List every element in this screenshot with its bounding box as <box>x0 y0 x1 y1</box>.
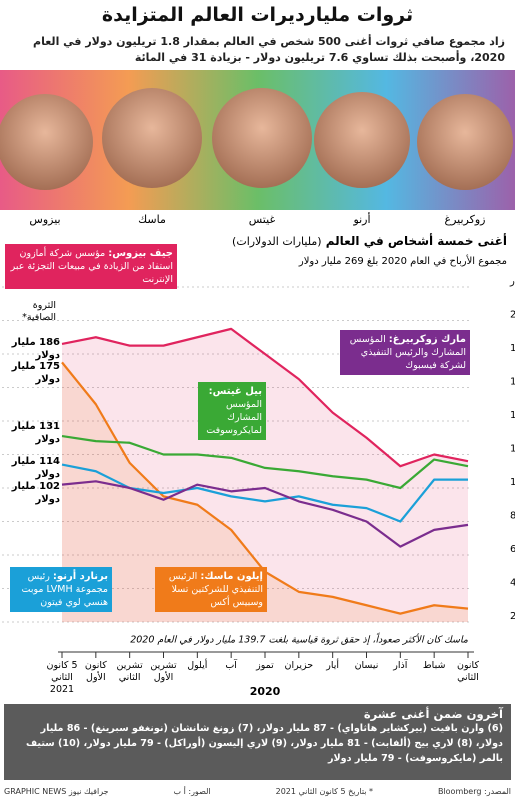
y-tick-label: 200 <box>510 310 515 321</box>
line <box>61 434 469 490</box>
annotation-text: رئيس مجموعة LVMH موبت هنسي لوي فيتون <box>21 571 109 608</box>
subtitle: زاد مجموع صافي ثروات أغنى 500 شخص في الع… <box>33 35 505 64</box>
portrait-name: زوكربيرغ <box>445 213 486 226</box>
annotation-text: المؤسس المشارك لمايكروسوفت <box>206 399 262 436</box>
annotation-name: إيلون ماسك: <box>200 571 263 582</box>
x-tick-label: نيسان <box>354 660 379 671</box>
portraits: بيزوس ماسك غيتس أرنو زوكربيرغ <box>0 70 515 226</box>
annotation-name: جيف بيزوس: <box>108 248 173 259</box>
x-tick-label: أيلول <box>187 660 208 671</box>
y-tick-label: 100 <box>510 477 515 488</box>
line <box>61 480 469 548</box>
end-label: 114 مليار دولار <box>11 456 60 480</box>
portrait-name: غيتس <box>249 213 276 226</box>
chart-note: ماسك كان الأكثر صعوداً، إذ حقق ثروة قياس… <box>130 632 468 645</box>
y-tick-label: 60 <box>510 544 515 555</box>
x-tick-label: تشرين الثاني <box>116 660 143 683</box>
title: ثروات مليارديرات العالم المتزايدة <box>101 4 414 26</box>
x-tick-label: 5 كانون الثاني 2021 <box>46 660 78 695</box>
y-tick-label: 120 <box>510 444 515 455</box>
end-label: 131 مليار دولار <box>11 421 60 445</box>
y-tick-label: 180 <box>510 343 515 354</box>
x-tick-label: تموز <box>256 660 274 671</box>
x-tick-label: تشرين الأول <box>150 660 177 683</box>
area <box>62 362 468 622</box>
annotation-name: بيل غيتس: <box>208 386 262 397</box>
y-tick-label: 220 دولار <box>509 276 515 287</box>
year-label: 2020 <box>249 685 281 698</box>
footer: المصدر: Bloomberg * بتاريخ 5 كانون الثان… <box>4 783 511 799</box>
portrait-name: ماسك <box>138 213 166 226</box>
end-label: 175 مليار دولار <box>11 361 60 385</box>
x-tick-label: حزيران <box>284 660 314 671</box>
x-tick-label: كانون الثاني <box>457 660 479 683</box>
x-tick-label: كانون الأول <box>84 660 107 683</box>
area <box>62 328 468 622</box>
photo-credit: الصور: أ ب <box>173 786 211 796</box>
portrait-name: بيزوس <box>29 213 60 226</box>
annotation: جيف بيزوس: مؤسس شركة أمازون استفاد من ال… <box>5 244 177 289</box>
y-tick-label: 80 <box>510 511 515 522</box>
end-label: 102 مليار دولار <box>11 481 60 505</box>
x-tick-label: آذار <box>393 660 408 671</box>
y-tick-label: 20 <box>510 611 515 622</box>
chart-title: أغنى خمسة أشخاص في العالم (مليارات الدول… <box>232 234 507 248</box>
annotation: بيل غيتس: المؤسس المشارك لمايكروسوفت <box>198 382 266 440</box>
annotation-text: الرئيس التنفيذي للشركتين تسلا وسبيس أكس <box>168 571 263 608</box>
brand: GRAPHIC NEWS جرافيك نيوز <box>4 786 109 796</box>
line <box>61 327 469 468</box>
source: المصدر: Bloomberg <box>437 786 511 796</box>
x-tick-label: آب <box>225 660 237 671</box>
x-tick-label: أيار <box>326 660 340 671</box>
footnote: * بتاريخ 5 كانون الثاني 2021 <box>275 786 373 796</box>
others-title: آخرون ضمن أغنى عشرة <box>363 707 503 721</box>
end-label: 186 مليار دولار <box>11 337 60 361</box>
y-tick-label: 160 <box>510 377 515 388</box>
y-tick-label: 140 <box>510 410 515 421</box>
annotation-name: برنارد أرنو: <box>52 571 108 582</box>
annotation-name: مارك زوكربيرغ: <box>388 334 466 345</box>
chart-title-text: أغنى خمسة أشخاص في العالم <box>325 234 507 248</box>
annotation-text: مؤسس شركة أمازون استفاد من الزيادة في مب… <box>10 248 173 285</box>
portrait-name: أرنو <box>352 212 370 226</box>
portrait-faces <box>0 88 513 190</box>
y-tick-label: 40 <box>510 578 515 589</box>
end-label-title: الثروة الصافية* <box>22 300 56 323</box>
annotation: مارك زوكربيرغ: المؤسس المشارك والرئيس ال… <box>340 330 470 375</box>
chart-subtitle: مجموع الأرباح في العام 2020 بلغ 269 مليا… <box>298 256 507 267</box>
others-text: (6) وارن بافيت (بيركشاير هاثاواي) - 87 م… <box>25 723 503 764</box>
x-tick-label: شباط <box>422 660 446 671</box>
chart-title-unit: (مليارات الدولارات) <box>232 235 322 248</box>
others-box: آخرون ضمن أغنى عشرة (6) وارن بافيت (بيرك… <box>4 704 511 780</box>
annotation-text: المؤسس المشارك والرئيس التنفيذي لشركة في… <box>349 334 466 371</box>
annotation: إيلون ماسك: الرئيس التنفيذي للشركتين تسل… <box>155 567 267 612</box>
annotation: برنارد أرنو: رئيس مجموعة LVMH موبت هنسي … <box>10 567 112 612</box>
